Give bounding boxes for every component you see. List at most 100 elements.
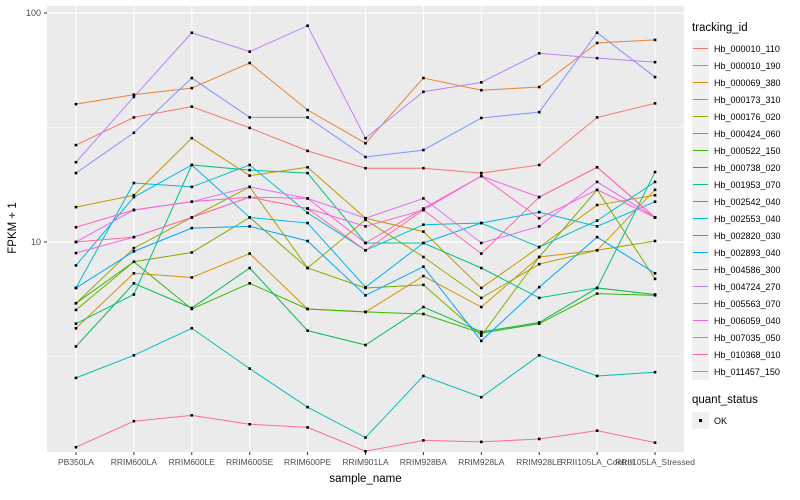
data-point <box>132 260 136 264</box>
data-point <box>653 271 657 275</box>
data-point <box>595 116 599 119</box>
data-point <box>306 165 309 169</box>
data-point <box>595 180 599 184</box>
data-point <box>364 216 367 220</box>
data-point <box>595 203 599 207</box>
data-point <box>190 200 194 203</box>
legend-line-swatch-icon <box>692 74 709 91</box>
legend-line-swatch-icon <box>692 278 709 295</box>
data-point <box>422 208 425 212</box>
legend-item: Hb_004724_270 <box>692 278 798 295</box>
legend-item-label: Hb_004586_300 <box>714 264 781 275</box>
legend-line-swatch-icon <box>692 346 709 363</box>
x-tick-label: RRIM928BA <box>400 457 448 467</box>
data-point <box>595 248 599 252</box>
legend-item-label: Hb_000069_380 <box>714 77 781 88</box>
data-point <box>595 286 599 290</box>
legend: tracking_id Hb_000010_110 Hb_000010_190 Hb… <box>692 22 798 429</box>
legend-item-label: Hb_001953_070 <box>714 179 781 190</box>
data-point <box>595 56 599 60</box>
data-point <box>306 149 309 153</box>
data-point <box>306 171 309 175</box>
x-tick-label: RRIM901LA <box>342 457 389 467</box>
data-point <box>480 88 483 92</box>
data-point <box>364 166 367 170</box>
legend-item: Hb_000010_110 <box>692 40 798 57</box>
data-point <box>306 197 309 200</box>
data-point <box>364 241 367 245</box>
data-point <box>74 308 78 312</box>
data-point <box>248 50 251 53</box>
data-point <box>653 60 657 64</box>
data-point <box>364 218 367 222</box>
data-point <box>190 163 194 167</box>
data-point <box>132 93 136 96</box>
data-point <box>653 370 657 374</box>
data-point <box>653 239 657 243</box>
legend-item-label: Hb_002820_030 <box>714 230 781 241</box>
data-point <box>480 305 483 309</box>
data-point <box>190 306 194 310</box>
legend-line-swatch-icon <box>692 142 709 159</box>
data-point <box>132 354 136 357</box>
legend-item-label: Hb_006059_040 <box>714 315 781 326</box>
data-point <box>248 163 251 167</box>
data-point <box>74 376 78 380</box>
data-point <box>422 274 425 278</box>
data-point <box>595 225 599 228</box>
data-point <box>653 188 657 192</box>
data-point <box>190 185 194 189</box>
data-point <box>364 155 367 159</box>
x-tick-label: RRII105LA_Stressed <box>615 457 695 467</box>
data-point <box>190 136 194 140</box>
data-point <box>653 180 657 184</box>
data-point <box>422 374 425 378</box>
data-point <box>132 271 136 275</box>
data-point <box>364 141 367 145</box>
data-point <box>653 277 657 281</box>
data-point <box>480 395 483 399</box>
legend-title-tracking-id: tracking_id <box>692 22 748 34</box>
x-axis-title: sample_name <box>329 473 402 485</box>
legend-item: Hb_006059_040 <box>692 312 798 329</box>
data-point <box>653 170 657 174</box>
data-point <box>190 76 194 80</box>
legend-item: Hb_010368_010 <box>692 346 798 363</box>
data-point <box>364 343 367 347</box>
legend-line-swatch-icon <box>692 329 709 346</box>
data-point <box>190 276 194 279</box>
data-point <box>595 188 599 192</box>
legend-item: Hb_000173_310 <box>692 91 798 108</box>
legend-item-label: OK <box>714 415 728 426</box>
data-point <box>422 265 425 269</box>
data-point <box>74 251 78 255</box>
data-point <box>537 354 541 357</box>
legend-line-swatch-icon <box>692 210 709 227</box>
legend-item: Hb_000069_380 <box>692 74 798 91</box>
legend-line-swatch-icon <box>692 193 709 210</box>
data-point <box>248 61 251 65</box>
data-point <box>537 225 541 228</box>
data-point <box>74 240 78 244</box>
data-point <box>132 235 136 239</box>
legend-item: Hb_001953_070 <box>692 176 798 193</box>
data-point <box>74 171 78 175</box>
data-point <box>480 440 483 444</box>
x-tick-label: RRIM600PE <box>284 457 332 467</box>
legend-item: Hb_000176_020 <box>692 108 798 125</box>
data-point <box>306 307 309 311</box>
data-point <box>74 286 78 290</box>
legend-item-label: Hb_000010_110 <box>714 43 780 54</box>
data-point <box>248 174 251 177</box>
data-point <box>364 449 367 453</box>
data-point <box>653 200 657 203</box>
data-point <box>132 181 136 185</box>
data-point <box>595 292 599 295</box>
data-point <box>306 108 309 112</box>
data-point <box>306 266 309 270</box>
data-point <box>537 296 541 300</box>
data-point <box>306 211 309 215</box>
data-point <box>132 246 136 250</box>
